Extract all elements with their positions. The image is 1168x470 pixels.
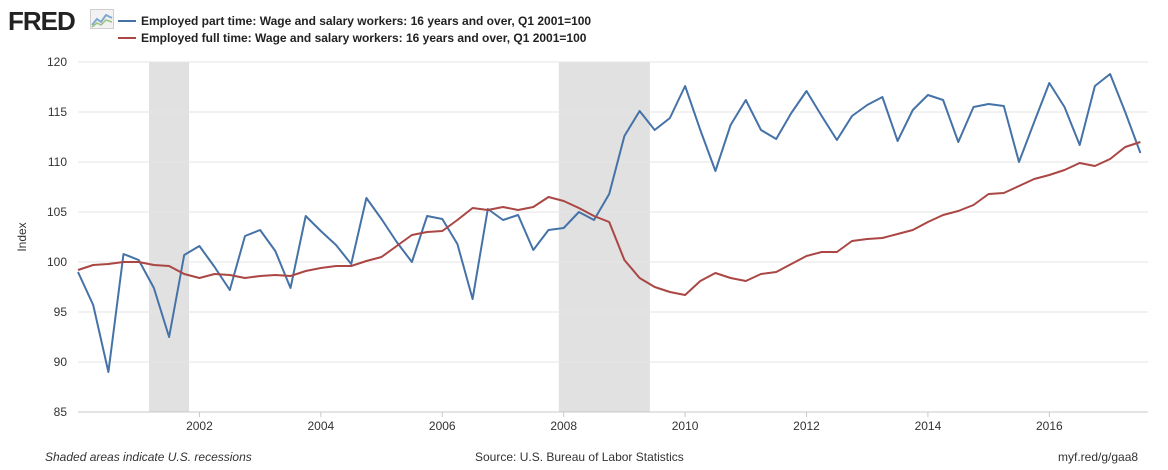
legend-swatch-full-time [118, 36, 136, 39]
series-line-full-time [77, 141, 1141, 296]
x-tick-label-1: 2004 [307, 419, 334, 433]
x-tick-label-4: 2010 [672, 419, 699, 433]
x-tick-label-6: 2014 [915, 419, 942, 433]
series-line-part-time [77, 73, 1142, 373]
source-note[interactable]: Source: U.S. Bureau of Labor Statistics [475, 450, 684, 464]
x-tick-label-0: 2002 [186, 419, 213, 433]
x-tick-label-5: 2012 [793, 419, 820, 433]
x-tick-label-3: 2008 [550, 419, 577, 433]
fred-logo[interactable]: FRED [8, 6, 76, 36]
fred-sparkline-icon [90, 9, 114, 29]
y-tick-label-4: 105 [47, 205, 67, 219]
recession-band-1 [558, 62, 650, 412]
legend-label-full-time: Employed full time: Wage and salary work… [141, 30, 587, 45]
chart-legend: Employed part time: Wage and salary work… [118, 12, 591, 46]
y-tick-label-6: 115 [48, 105, 67, 119]
legend-label-part-time: Employed part time: Wage and salary work… [141, 13, 592, 28]
y-tick-label-1: 90 [54, 355, 68, 369]
y-tick-label-3: 100 [47, 255, 67, 269]
y-tick-label-2: 95 [54, 305, 68, 319]
y-tick-label-5: 110 [48, 155, 67, 169]
short-url-link[interactable]: myf.red/g/gaa8 [1058, 450, 1139, 464]
legend-entry-part-time: Employed part time: Wage and salary work… [118, 12, 591, 29]
y-tick-label-0: 85 [54, 405, 68, 419]
x-tick-label-7: 2016 [1036, 419, 1063, 433]
y-tick-label-7: 120 [47, 55, 67, 69]
recession-band-0 [149, 62, 190, 412]
legend-swatch-part-time [118, 19, 136, 22]
legend-entry-full-time: Employed full time: Wage and salary work… [118, 29, 591, 46]
recession-note: Shaded areas indicate U.S. recessions [45, 450, 252, 464]
x-tick-label-2: 2006 [429, 419, 456, 433]
y-axis-label: Index [15, 222, 29, 251]
